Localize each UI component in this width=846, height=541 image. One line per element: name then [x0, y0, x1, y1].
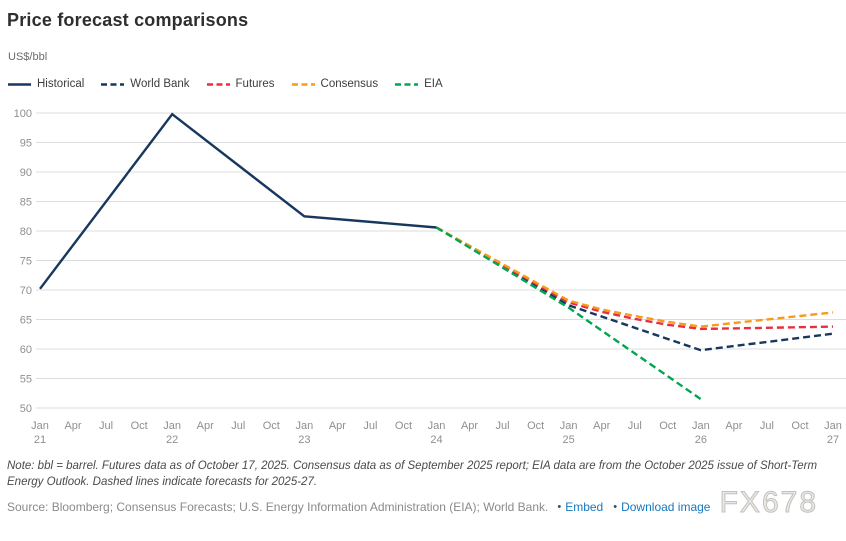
watermark: FX678: [719, 486, 818, 520]
y-tick-label: 70: [20, 285, 32, 297]
x-tick-month-label: Oct: [659, 420, 676, 432]
embed-link-group: • Embed: [557, 500, 603, 514]
legend-label-world-bank: World Bank: [130, 78, 190, 90]
legend-swatch-historical-icon: [8, 82, 31, 86]
bullet-icon: •: [557, 501, 562, 513]
x-tick-month-label: Jan: [692, 420, 710, 432]
legend-item-historical: Historical: [8, 78, 84, 90]
x-tick-month-label: Apr: [461, 420, 478, 432]
y-tick-label: 85: [20, 197, 32, 209]
legend-swatch-consensus-icon: [291, 82, 315, 86]
series-line-historical: [39, 112, 437, 290]
legend-item-futures: Futures: [206, 78, 275, 90]
legend-swatch-world-bank-icon: [101, 82, 125, 86]
footnote: Note: bbl = barrel. Futures data as of O…: [7, 460, 818, 488]
download-image-link[interactable]: Download image: [621, 500, 711, 514]
legend-item-consensus: Consensus: [291, 78, 379, 90]
legend-label-eia: EIA: [424, 78, 443, 90]
page-title: Price forecast comparisons: [7, 10, 249, 30]
y-tick-label: 50: [20, 403, 32, 415]
x-tick-year-label: 21: [34, 434, 46, 446]
legend-label-consensus: Consensus: [320, 78, 379, 90]
x-tick-month-label: Oct: [527, 420, 544, 432]
x-tick-month-label: Apr: [593, 420, 610, 432]
y-tick-label: 80: [20, 226, 32, 238]
y-tick-label: 65: [20, 315, 32, 327]
bullet-icon: •: [613, 501, 618, 513]
x-tick-month-label: Apr: [329, 420, 346, 432]
x-tick-month-label: Apr: [64, 420, 81, 432]
y-axis-unit-label: US$/bbl: [8, 51, 48, 63]
legend-swatch-eia-icon: [395, 82, 419, 86]
series-line-eia: [435, 226, 702, 401]
x-tick-year-label: 25: [563, 434, 575, 446]
series-line-world-bank: [435, 226, 834, 352]
x-tick-month-label: Jul: [231, 420, 245, 432]
series-line-futures: [435, 226, 834, 331]
embed-link[interactable]: Embed: [565, 500, 604, 514]
download-image-link-group: • Download image: [613, 500, 710, 514]
legend: Historical World Bank Futures Consensus EIA: [8, 78, 443, 90]
footer-links: • Embed • Download image: [557, 500, 710, 514]
legend-swatch-futures-icon: [206, 82, 230, 86]
y-tick-label: 55: [20, 374, 32, 386]
x-tick-month-label: Jan: [163, 420, 181, 432]
x-tick-month-label: Apr: [197, 420, 214, 432]
y-tick-label: 95: [20, 138, 32, 150]
x-tick-month-label: Oct: [131, 420, 148, 432]
source-row: Source: Bloomberg; Consensus Forecasts; …: [7, 500, 710, 514]
x-tick-month-label: Jan: [824, 420, 842, 432]
x-tick-month-label: Apr: [725, 420, 742, 432]
x-tick-month-label: Jul: [628, 420, 642, 432]
x-tick-month-label: Jul: [99, 420, 113, 432]
x-tick-year-label: 23: [298, 434, 310, 446]
legend-label-futures: Futures: [235, 78, 275, 90]
x-tick-month-label: Jan: [31, 420, 49, 432]
x-tick-year-label: 24: [430, 434, 442, 446]
x-tick-month-label: Jan: [428, 420, 446, 432]
x-tick-month-label: Oct: [263, 420, 280, 432]
x-tick-year-label: 27: [827, 434, 839, 446]
y-tick-label: 100: [14, 108, 32, 120]
x-tick-month-label: Oct: [791, 420, 808, 432]
x-tick-month-label: Oct: [395, 420, 412, 432]
x-tick-month-label: Jan: [560, 420, 578, 432]
y-tick-label: 75: [20, 256, 32, 268]
x-tick-year-label: 26: [695, 434, 707, 446]
x-tick-year-label: 22: [166, 434, 178, 446]
x-tick-month-label: Jul: [496, 420, 510, 432]
legend-item-world-bank: World Bank: [101, 78, 190, 90]
source-text: Source: Bloomberg; Consensus Forecasts; …: [7, 500, 549, 514]
y-tick-label: 90: [20, 167, 32, 179]
x-tick-month-label: Jul: [363, 420, 377, 432]
price-chart-canvas: 50 55 60 65 70 75 80 85 90 95 100 Jan 21 Apr Jul Oct Jan…: [14, 108, 846, 446]
x-tick-month-label: Jul: [760, 420, 774, 432]
legend-label-historical: Historical: [37, 78, 85, 90]
series-line-consensus: [435, 226, 834, 328]
legend-item-eia: EIA: [395, 78, 443, 90]
x-tick-month-label: Jan: [295, 420, 313, 432]
y-tick-label: 60: [20, 344, 32, 356]
